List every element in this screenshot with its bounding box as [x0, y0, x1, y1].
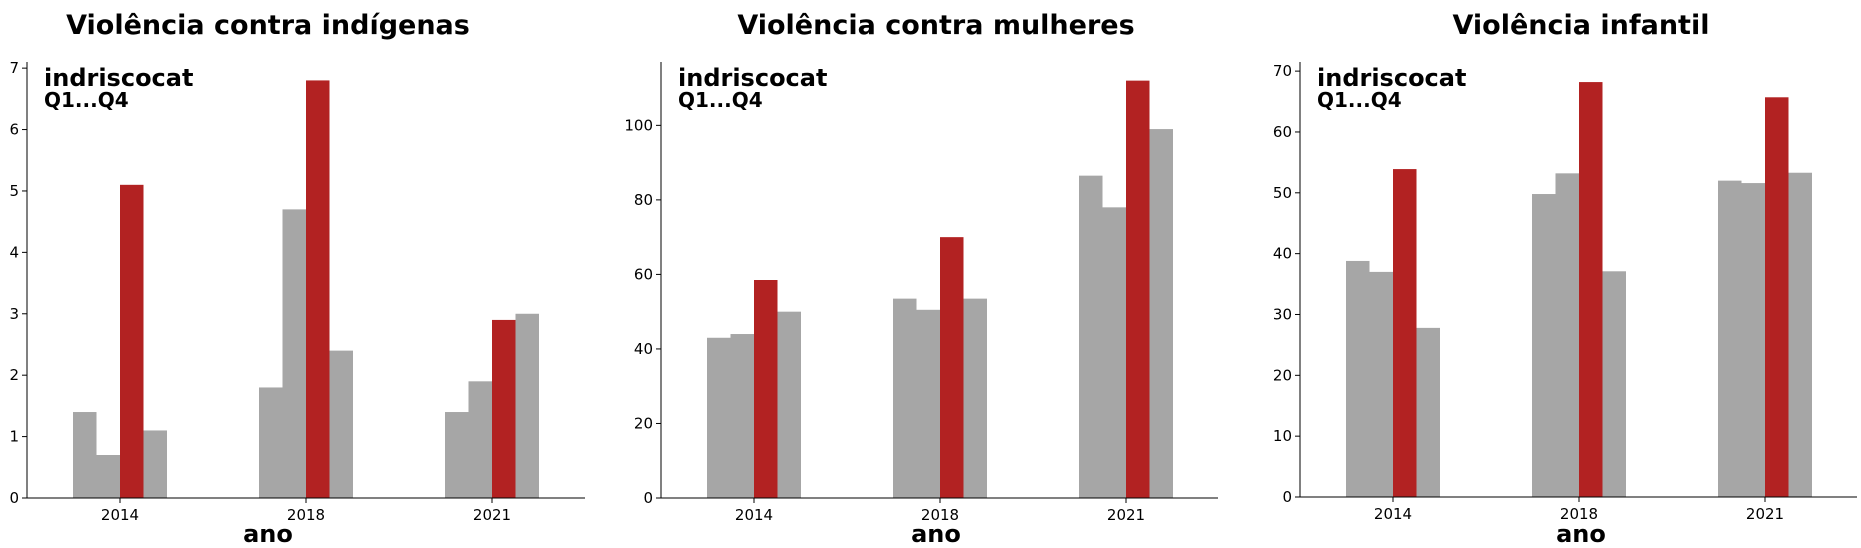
annotation-quarters: Q1...Q4 — [1317, 88, 1402, 112]
y-tick-label: 60 — [634, 265, 653, 283]
bar-2021-q1 — [445, 412, 469, 498]
y-tick-label: 100 — [624, 116, 653, 134]
y-tick-label: 4 — [9, 243, 19, 261]
y-tick-label: 3 — [9, 305, 19, 323]
bar-2021-q4 — [1788, 172, 1812, 498]
bar-2018-q4 — [963, 298, 987, 498]
chart-panel-2: Violência contra mulheres 2014 2018 2021 0 20… — [624, 10, 1218, 548]
bar-2018-q4 — [329, 350, 353, 498]
chart-title: Violência contra indígenas — [66, 10, 470, 41]
bar-2018-q2 — [282, 209, 306, 498]
y-tick-label: 60 — [1273, 123, 1292, 141]
y-tick-label: 5 — [9, 182, 19, 200]
bar-2018-q2 — [916, 309, 940, 498]
annotation-indicator: indriscocat — [1317, 64, 1466, 92]
y-tick-label: 80 — [634, 191, 653, 209]
x-axis-label: ano — [911, 520, 961, 548]
y-tick-label: 40 — [1273, 245, 1292, 263]
chart-panel-3: Violência infantil 2014 2018 2021 0 10 20 30 40 5… — [1273, 10, 1857, 548]
annotation-quarters: Q1...Q4 — [678, 88, 763, 112]
x-tick-label: 2014 — [735, 506, 773, 524]
bar-2014-q2 — [730, 334, 754, 498]
bar-2021-q1 — [1718, 180, 1742, 497]
bar-2014-q3 — [120, 184, 144, 498]
x-tick-label: 2021 — [473, 506, 511, 524]
bar-2014-q2 — [96, 455, 120, 498]
y-tick-label: 7 — [9, 59, 19, 77]
bar-2014-q4 — [1416, 327, 1440, 497]
bar-2018-q3 — [306, 80, 330, 499]
y-tick-label: 40 — [634, 340, 653, 358]
x-axis-label: ano — [243, 520, 293, 548]
bar-2021-q3 — [1126, 80, 1150, 498]
chart-panel-1: Violência contra indígenas 2014 2018 2021 0 1… — [9, 10, 585, 548]
y-tick-label: 0 — [1282, 488, 1292, 506]
bar-2021-q4 — [1149, 129, 1173, 498]
bar-2018-q3 — [1579, 82, 1603, 497]
bar-2021-q2 — [1102, 207, 1126, 498]
bar-2021-q3 — [1765, 97, 1789, 497]
bar-2014-q2 — [1369, 271, 1393, 497]
annotation-indicator: indriscocat — [44, 64, 193, 92]
bar-2018-q1 — [1532, 194, 1556, 497]
bar-2014-q4 — [143, 430, 167, 498]
x-tick-label: 2018 — [1560, 505, 1598, 523]
chart-title: Violência infantil — [1453, 10, 1710, 41]
y-tick-label: 70 — [1273, 62, 1292, 80]
bar-2018-q2 — [1555, 173, 1579, 497]
y-tick-label: 20 — [634, 414, 653, 432]
bar-2021-q2 — [468, 381, 492, 498]
bar-2021-q4 — [515, 313, 539, 498]
y-tick-label: 10 — [1273, 427, 1292, 445]
bar-2014-q1 — [73, 412, 97, 498]
x-tick-label: 2014 — [101, 506, 139, 524]
bar-2018-q1 — [893, 298, 917, 498]
bar-2021-q3 — [492, 319, 516, 498]
y-tick-label: 50 — [1273, 184, 1292, 202]
y-tick-label: 0 — [9, 489, 19, 507]
y-tick-label: 20 — [1273, 366, 1292, 384]
bar-2014-q4 — [777, 311, 801, 498]
annotation-quarters: Q1...Q4 — [44, 88, 129, 112]
bar-2014-q1 — [1346, 260, 1370, 497]
bar-2021-q2 — [1741, 183, 1765, 497]
bar-2014-q3 — [754, 280, 778, 498]
x-tick-label: 2018 — [287, 506, 325, 524]
x-tick-label: 2021 — [1746, 505, 1784, 523]
y-tick-label: 0 — [643, 489, 653, 507]
x-tick-label: 2021 — [1107, 506, 1145, 524]
bar-2021-q1 — [1079, 175, 1103, 498]
bar-2014-q1 — [707, 337, 731, 498]
x-tick-label: 2018 — [921, 506, 959, 524]
y-tick-label: 6 — [9, 121, 19, 139]
annotation-indicator: indriscocat — [678, 64, 827, 92]
y-tick-label: 1 — [9, 428, 19, 446]
x-axis-label: ano — [1556, 520, 1606, 548]
y-tick-label: 2 — [9, 366, 19, 384]
bar-2018-q3 — [940, 237, 964, 498]
x-tick-label: 2014 — [1374, 505, 1412, 523]
chart-title: Violência contra mulheres — [737, 10, 1134, 41]
y-tick-label: 30 — [1273, 305, 1292, 323]
bar-2014-q3 — [1393, 169, 1417, 497]
bar-2018-q4 — [1602, 271, 1626, 497]
bar-2018-q1 — [259, 387, 283, 498]
